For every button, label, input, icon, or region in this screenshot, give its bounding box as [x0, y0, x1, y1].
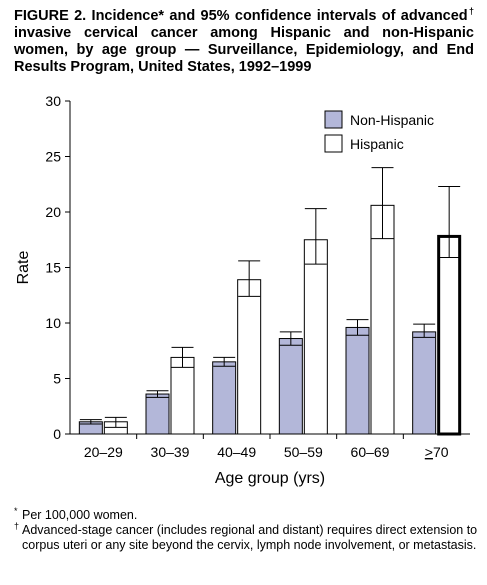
x-tick-label: 20–29	[84, 444, 123, 460]
legend-label-hispanic: Hispanic	[350, 136, 404, 152]
x-tick-label: >70	[425, 444, 449, 460]
bar-hispanic	[170, 356, 195, 435]
bar-hispanic	[237, 279, 262, 435]
y-tick-label: 30	[45, 93, 61, 109]
x-tick-label: 60–69	[351, 444, 390, 460]
x-axis-label: Age group (yrs)	[215, 470, 325, 487]
y-tick-label: 10	[45, 315, 61, 331]
title-dagger-mark: †	[467, 6, 474, 17]
footnote-per-100000: * Per 100,000 women.	[14, 506, 479, 523]
plot-area: 0 5 10 15 20 25 30 20–29 30–39 40–49 50–59 60–69 >70…	[15, 93, 470, 487]
legend-swatch-hispanic	[324, 134, 343, 153]
bar-non-hispanic	[212, 361, 237, 435]
y-tick-label: 5	[53, 371, 61, 387]
y-tick-label: 0	[53, 426, 61, 442]
footnote-dagger-mark: †	[14, 521, 20, 531]
legend-swatch-non-hispanic	[324, 110, 343, 129]
y-tick-label: 15	[45, 260, 61, 276]
title-text-end: invasive cervical cancer among Hispanic …	[14, 25, 474, 75]
title-text-start: FIGURE 2. Incidence* and 95% confidence …	[14, 8, 468, 24]
y-tick-label: 20	[45, 204, 61, 220]
footnotes: * Per 100,000 women. † Advanced-stage canc…	[14, 506, 479, 553]
bar-non-hispanic	[412, 331, 437, 435]
bar-hispanic	[370, 204, 395, 435]
bar-non-hispanic	[278, 338, 303, 435]
bar-hispanic	[303, 239, 328, 435]
footnote-star-mark: *	[14, 506, 18, 516]
x-tick-label: 30–39	[151, 444, 190, 460]
footnote-advanced-stage: † Advanced-stage cancer (includes regiona…	[14, 521, 479, 553]
bar-non-hispanic	[345, 326, 370, 435]
y-tick-label: 25	[45, 149, 61, 165]
bar-chart: 0 5 10 15 20 25 30 20–29 30–39 40–49 50–59 60–69 >70…	[15, 93, 470, 487]
bar-non-hispanic	[145, 393, 170, 435]
bar-hispanic	[437, 234, 462, 436]
footnote-star-text: Per 100,000 women.	[22, 508, 138, 522]
x-tick-label: 40–49	[217, 444, 256, 460]
figure-title: FIGURE 2. Incidence* and 95% confidence …	[14, 6, 474, 76]
footnote-dagger-text: Advanced-stage cancer (includes regional…	[22, 523, 478, 552]
legend-label-non-hispanic: Non-Hispanic	[350, 112, 434, 128]
y-axis-label: Rate	[15, 251, 32, 285]
x-tick-label: 50–59	[284, 444, 323, 460]
